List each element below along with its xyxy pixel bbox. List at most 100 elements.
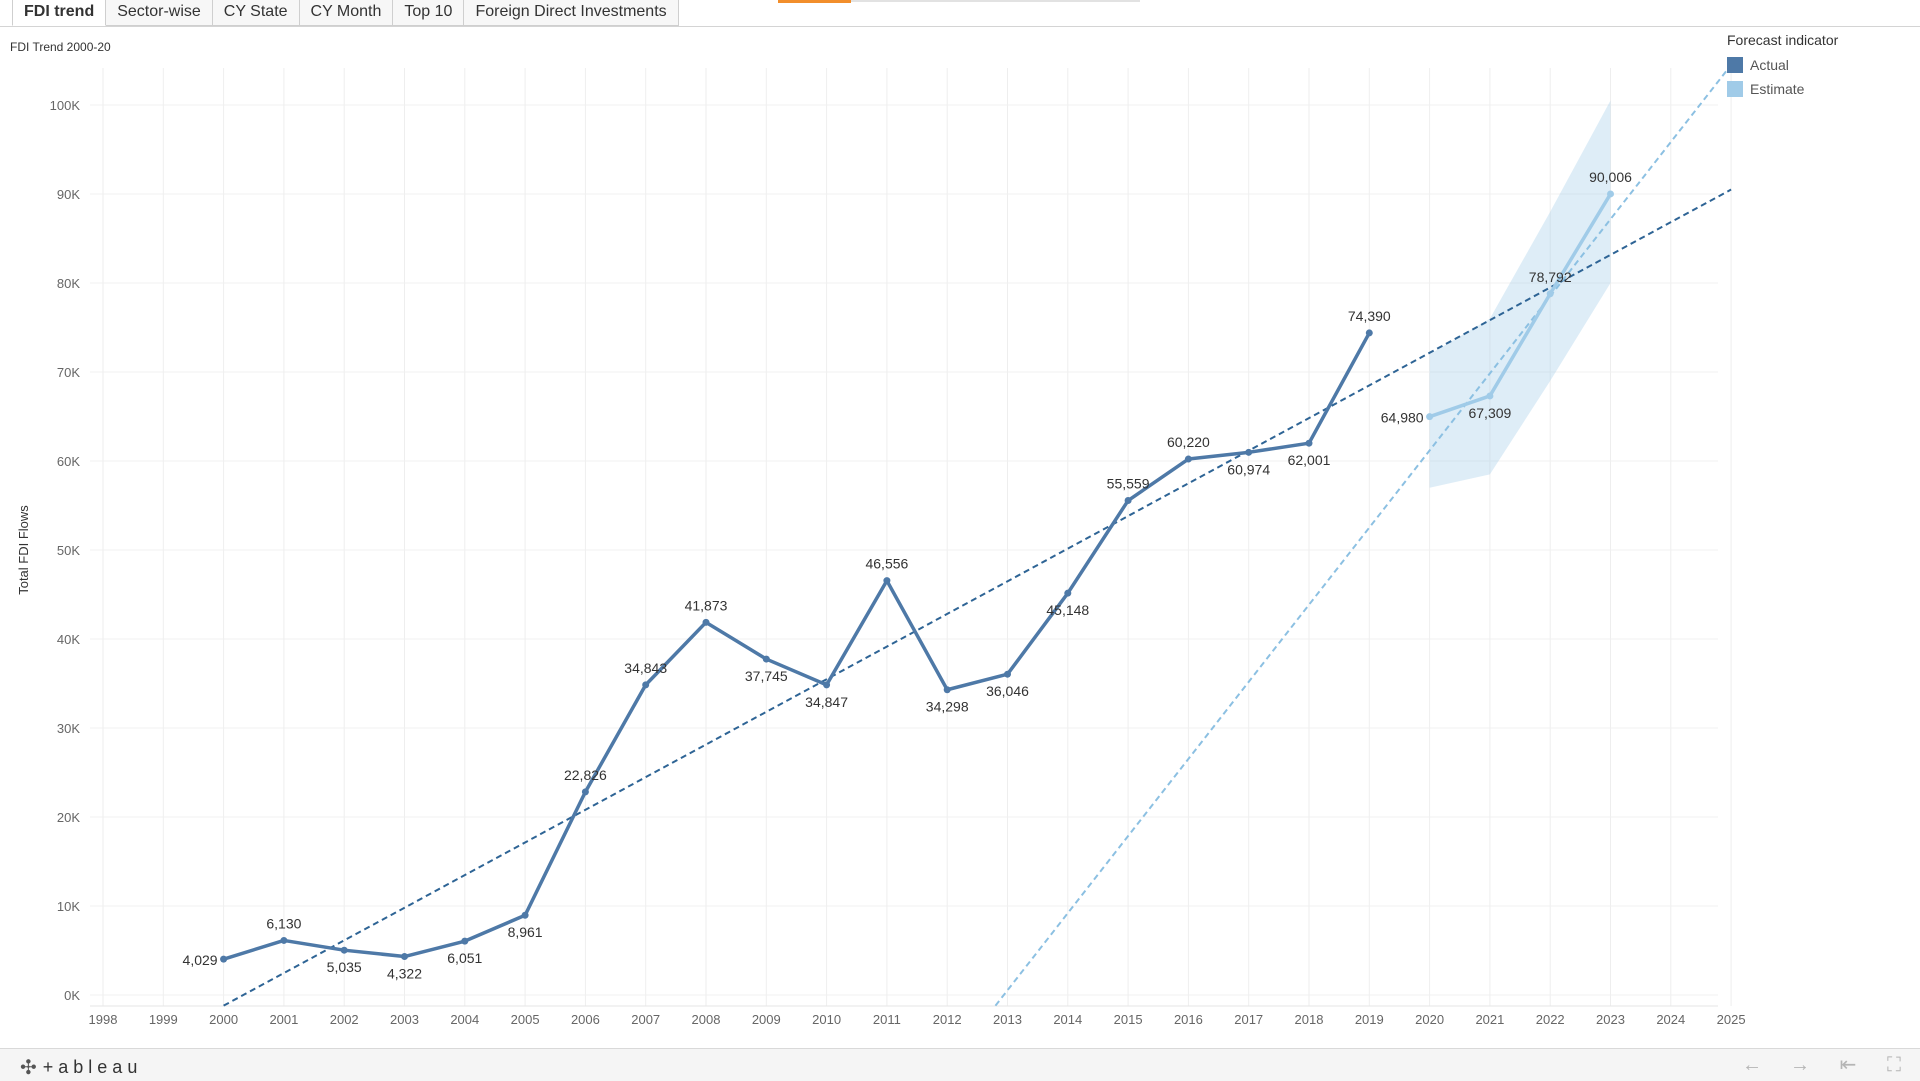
data-point-actual[interactable] — [702, 618, 710, 626]
data-label: 6,051 — [447, 950, 482, 966]
x-tick-label: 2000 — [209, 1012, 238, 1027]
data-point-actual[interactable] — [762, 655, 770, 663]
tabs: FDI trend Sector-wise CY State CY Month Top … — [12, 0, 679, 26]
tableau-wordmark: +ableau — [42, 1057, 143, 1077]
data-label: 74,390 — [1348, 308, 1391, 324]
y-tick-label: 50K — [57, 543, 80, 558]
x-tick-label: 2017 — [1234, 1012, 1263, 1027]
data-label: 78,792 — [1529, 269, 1572, 285]
data-label: 22,826 — [564, 767, 607, 783]
tab-scrollbar-thumb[interactable] — [778, 0, 851, 3]
y-tick-label: 20K — [57, 810, 80, 825]
data-point-actual[interactable] — [340, 946, 348, 954]
tab-fdi-trend[interactable]: FDI trend — [12, 0, 107, 26]
toolbar: ✣ +ableau ← → ⇤ ⛶ — [0, 1048, 1920, 1081]
y-tick-label: 100K — [50, 98, 81, 113]
trend-line-estimate[interactable] — [994, 64, 1732, 1007]
data-point-actual[interactable] — [883, 577, 891, 585]
x-tick-label: 2012 — [933, 1012, 962, 1027]
fdi-trend-chart[interactable]: 1998 1999 2000 2001 2002 2003 2004 2005 2006 2007… — [0, 26, 1920, 1048]
data-label: 5,035 — [327, 959, 362, 975]
data-point-estimate[interactable] — [1546, 290, 1554, 298]
data-label: 4,029 — [183, 952, 218, 968]
x-tick-label: 2018 — [1295, 1012, 1324, 1027]
x-tick-label: 2011 — [873, 1012, 901, 1027]
tab-sector-wise[interactable]: Sector-wise — [106, 0, 213, 26]
sheet-title: FDI Trend 2000-20 — [10, 40, 111, 54]
legend-item-estimate[interactable]: Estimate — [1727, 77, 1912, 101]
legend-label-estimate: Estimate — [1750, 81, 1805, 97]
data-label: 64,980 — [1381, 410, 1424, 426]
data-label: 36,046 — [986, 683, 1029, 699]
data-point-actual[interactable] — [461, 937, 469, 945]
data-point-actual[interactable] — [823, 681, 831, 689]
x-tick-label: 2021 — [1475, 1012, 1504, 1027]
legend-title: Forecast indicator — [1727, 32, 1839, 48]
data-point-actual[interactable] — [1245, 448, 1253, 456]
y-tick-label: 90K — [57, 187, 80, 202]
x-tick-label: 2013 — [993, 1012, 1022, 1027]
data-point-actual[interactable] — [1305, 439, 1313, 447]
data-point-actual[interactable] — [220, 955, 228, 963]
data-label: 8,961 — [508, 924, 543, 940]
x-tick-label: 2024 — [1656, 1012, 1685, 1027]
series-line-estimate[interactable] — [1429, 193, 1612, 419]
legend-label-actual: Actual — [1750, 57, 1789, 73]
data-point-actual[interactable] — [581, 788, 589, 796]
data-point-actual[interactable] — [1124, 497, 1132, 505]
x-tick-label: 1998 — [89, 1012, 118, 1027]
data-label: 60,974 — [1227, 461, 1270, 477]
redo-icon[interactable]: → — [1790, 1054, 1810, 1076]
x-tick-label: 2010 — [812, 1012, 841, 1027]
data-point-actual[interactable] — [642, 681, 650, 689]
data-point-actual[interactable] — [1365, 329, 1373, 337]
data-point-actual[interactable] — [401, 953, 408, 961]
data-point-actual[interactable] — [521, 911, 529, 919]
x-tick-label: 1999 — [149, 1012, 178, 1027]
undo-icon[interactable]: ← — [1742, 1054, 1762, 1076]
x-tick-label: 2025 — [1717, 1012, 1746, 1027]
data-label: 55,559 — [1107, 476, 1150, 492]
x-tick-label: 2005 — [511, 1012, 540, 1027]
data-point-estimate[interactable] — [1607, 190, 1614, 198]
series-line-actual[interactable] — [223, 332, 1371, 961]
trend-line-actual[interactable] — [223, 188, 1732, 1007]
x-tick-label: 2008 — [692, 1012, 721, 1027]
x-tick-label: 2014 — [1053, 1012, 1082, 1027]
revert-icon[interactable]: ⇤ — [1839, 1054, 1857, 1076]
data-label: 90,006 — [1589, 169, 1632, 185]
data-point-actual[interactable] — [1064, 589, 1072, 597]
y-tick-label: 40K — [57, 632, 80, 647]
data-point-actual[interactable] — [1004, 670, 1011, 678]
tableau-logo[interactable]: ✣ +ableau — [20, 1055, 142, 1080]
x-tick-label: 2016 — [1174, 1012, 1203, 1027]
legend: Forecast indicator Actual Estimate — [1727, 32, 1912, 101]
data-point-estimate[interactable] — [1426, 413, 1434, 421]
data-point-actual[interactable] — [280, 936, 288, 944]
legend-item-actual[interactable]: Actual — [1727, 53, 1912, 77]
y-tick-label: 80K — [57, 276, 80, 291]
x-tick-label: 2022 — [1536, 1012, 1565, 1027]
x-tick-label: 2020 — [1415, 1012, 1444, 1027]
tab-cy-state[interactable]: CY State — [212, 0, 300, 26]
tab-scrollbar[interactable] — [778, 0, 1140, 2]
data-label: 60,220 — [1167, 434, 1210, 450]
data-label: 41,873 — [685, 597, 728, 613]
tab-foreign-direct-investments[interactable]: Foreign Direct Investments — [464, 0, 679, 26]
fullscreen-icon[interactable]: ⛶ — [1887, 1054, 1901, 1076]
data-point-actual[interactable] — [1184, 455, 1192, 463]
x-tick-label: 2002 — [330, 1012, 359, 1027]
tab-top-10[interactable]: Top 10 — [393, 0, 465, 26]
data-point-estimate[interactable] — [1486, 392, 1494, 400]
y-tick-label: 60K — [57, 454, 80, 469]
data-point-actual[interactable] — [943, 686, 951, 694]
data-label: 34,843 — [624, 660, 667, 676]
y-axis-title: Total FDI Flows — [16, 505, 31, 595]
data-label: 62,001 — [1288, 452, 1331, 468]
x-tick-label: 2004 — [450, 1012, 479, 1027]
tab-cy-month[interactable]: CY Month — [299, 0, 394, 26]
forecast-confidence-band[interactable] — [1429, 100, 1611, 488]
legend-swatch-actual — [1727, 57, 1743, 73]
tab-bar: FDI trend Sector-wise CY State CY Month Top … — [0, 0, 1920, 27]
data-label: 34,298 — [926, 699, 969, 715]
